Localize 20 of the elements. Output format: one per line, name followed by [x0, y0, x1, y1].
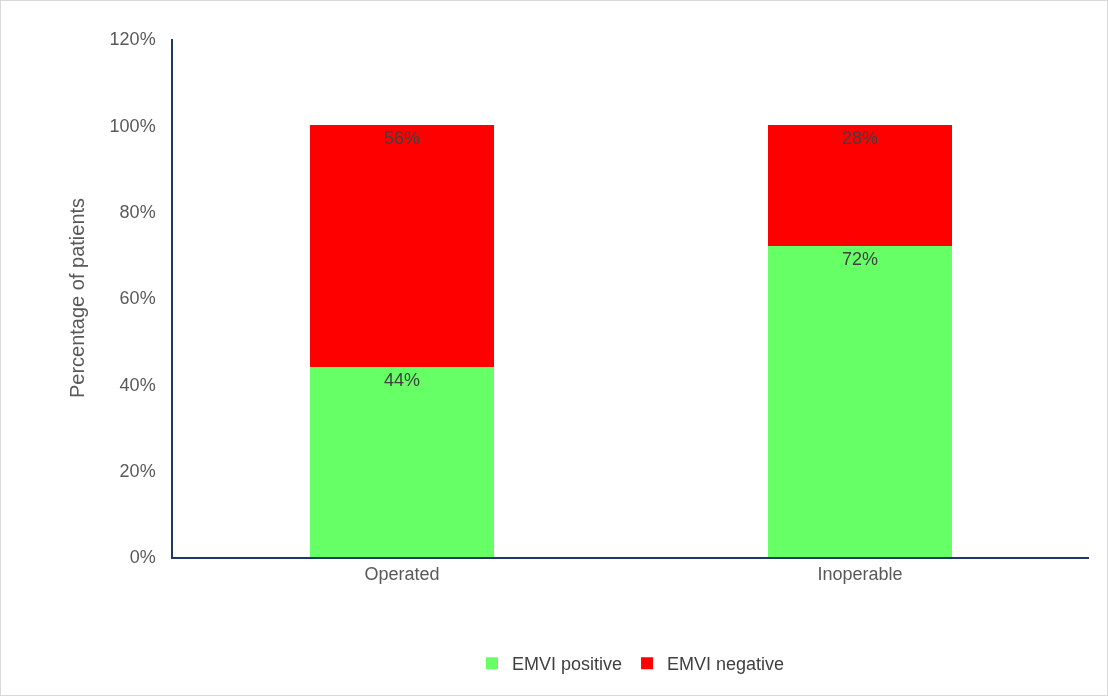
y-tick-label: 60% [119, 288, 156, 309]
y-tick-label: 100% [109, 115, 156, 136]
y-tick-label: 40% [119, 374, 156, 395]
legend-label: EMVI negative [667, 654, 785, 675]
data-label: 56% [383, 128, 421, 149]
y-axis-title: Percentage of patients [65, 197, 88, 399]
bar [310, 367, 494, 557]
bar [768, 246, 952, 557]
y-tick-label: 120% [109, 29, 156, 50]
x-tick-label: Operated [364, 564, 440, 585]
x-tick-label: Inoperable [817, 564, 903, 585]
y-tick-label: 20% [119, 460, 156, 481]
data-label: 72% [841, 249, 879, 270]
data-label: 28% [841, 128, 879, 149]
bar [768, 125, 952, 247]
data-label: 44% [383, 370, 421, 391]
legend-label: EMVI positive [512, 654, 623, 675]
y-tick-label: 80% [119, 201, 156, 222]
bar [310, 125, 494, 368]
y-tick-label: 0% [129, 547, 156, 568]
